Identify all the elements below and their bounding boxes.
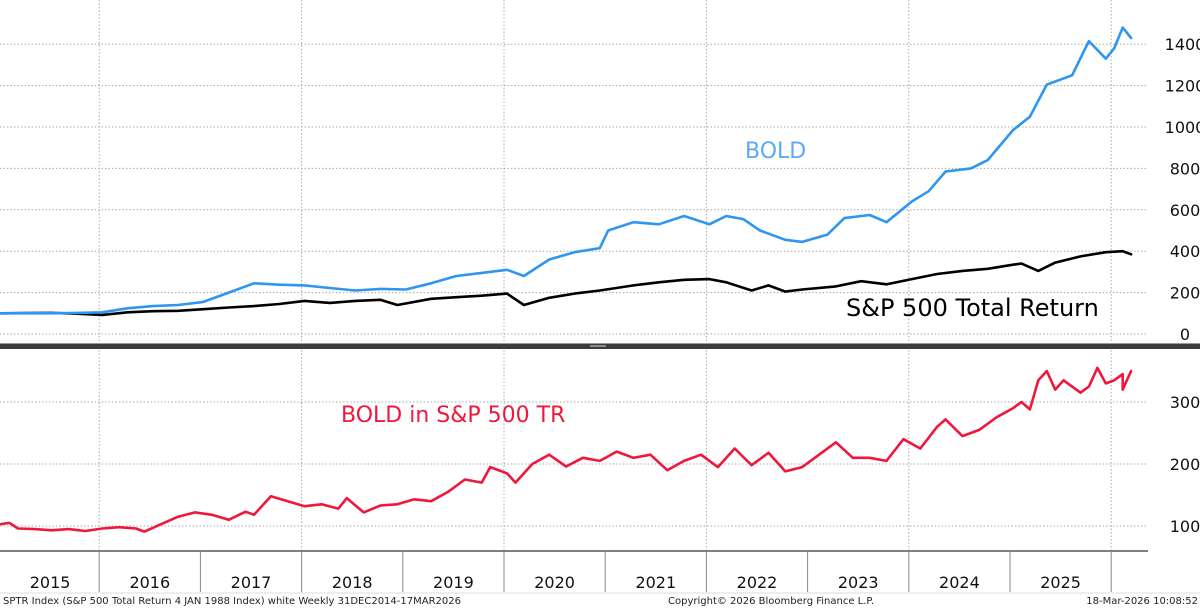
bottom-y-axis: 100 200 300 [1170, 393, 1200, 536]
bottom-y-tick-label: 100 [1170, 517, 1200, 536]
x-tick-label: 2016 [129, 573, 170, 592]
x-tick-label: 2015 [30, 573, 71, 592]
label-bold: BOLD [745, 139, 806, 164]
label-bold-in-sp500-tr: BOLD in S&P 500 TR [341, 403, 565, 428]
series-line-sp500-total-return [0, 249, 1133, 317]
bottom-panel-grid [0, 401, 1148, 527]
top-y-tick-label: 400 [1170, 242, 1200, 261]
x-tick-label: 2023 [838, 573, 879, 592]
footer-copyright: Copyright© 2026 Bloomberg Finance L.P. [668, 596, 874, 607]
top-y-tick-label: 600 [1170, 201, 1200, 220]
x-tick-label: 2017 [231, 573, 272, 592]
top-y-tick-label: 1400 [1165, 35, 1200, 54]
top-y-axis: 0 200 400 600 800 1000 1200 1400 [1165, 35, 1200, 344]
x-tick-label: 2024 [939, 573, 980, 592]
top-y-tick-label: 1000 [1165, 118, 1200, 137]
top-y-tick-label: 0 [1180, 325, 1190, 344]
x-tick-label: 2020 [534, 573, 575, 592]
panel-divider-highlight [0, 343, 1200, 344]
top-y-tick-label: 200 [1170, 284, 1200, 303]
series-layer [0, 26, 1133, 533]
x-tick-label: 2019 [433, 573, 474, 592]
x-tick-label: 2018 [332, 573, 373, 592]
series-line-bold [0, 26, 1133, 315]
label-sp500-total-return: S&P 500 Total Return [846, 294, 1099, 322]
x-tick-label: 2025 [1040, 573, 1081, 592]
footer-source: SPTR Index (S&P 500 Total Return 4 JAN 1… [3, 596, 461, 607]
panel-divider-handle[interactable] [590, 345, 606, 347]
top-y-tick-label: 1200 [1165, 77, 1200, 96]
footer-timestamp: 18-Mar-2026 10:08:52 [1086, 596, 1198, 607]
x-tick-label: 2021 [635, 573, 676, 592]
bottom-y-tick-label: 300 [1170, 393, 1200, 412]
x-axis-years: 2015 2016 2017 2018 2019 2020 2021 2022 2023 2024… [30, 551, 1112, 592]
top-y-tick-label: 800 [1170, 159, 1200, 178]
bottom-y-tick-label: 200 [1170, 455, 1200, 474]
series-line-bold-in-sp500-tr [0, 366, 1133, 533]
x-tick-label: 2022 [737, 573, 778, 592]
